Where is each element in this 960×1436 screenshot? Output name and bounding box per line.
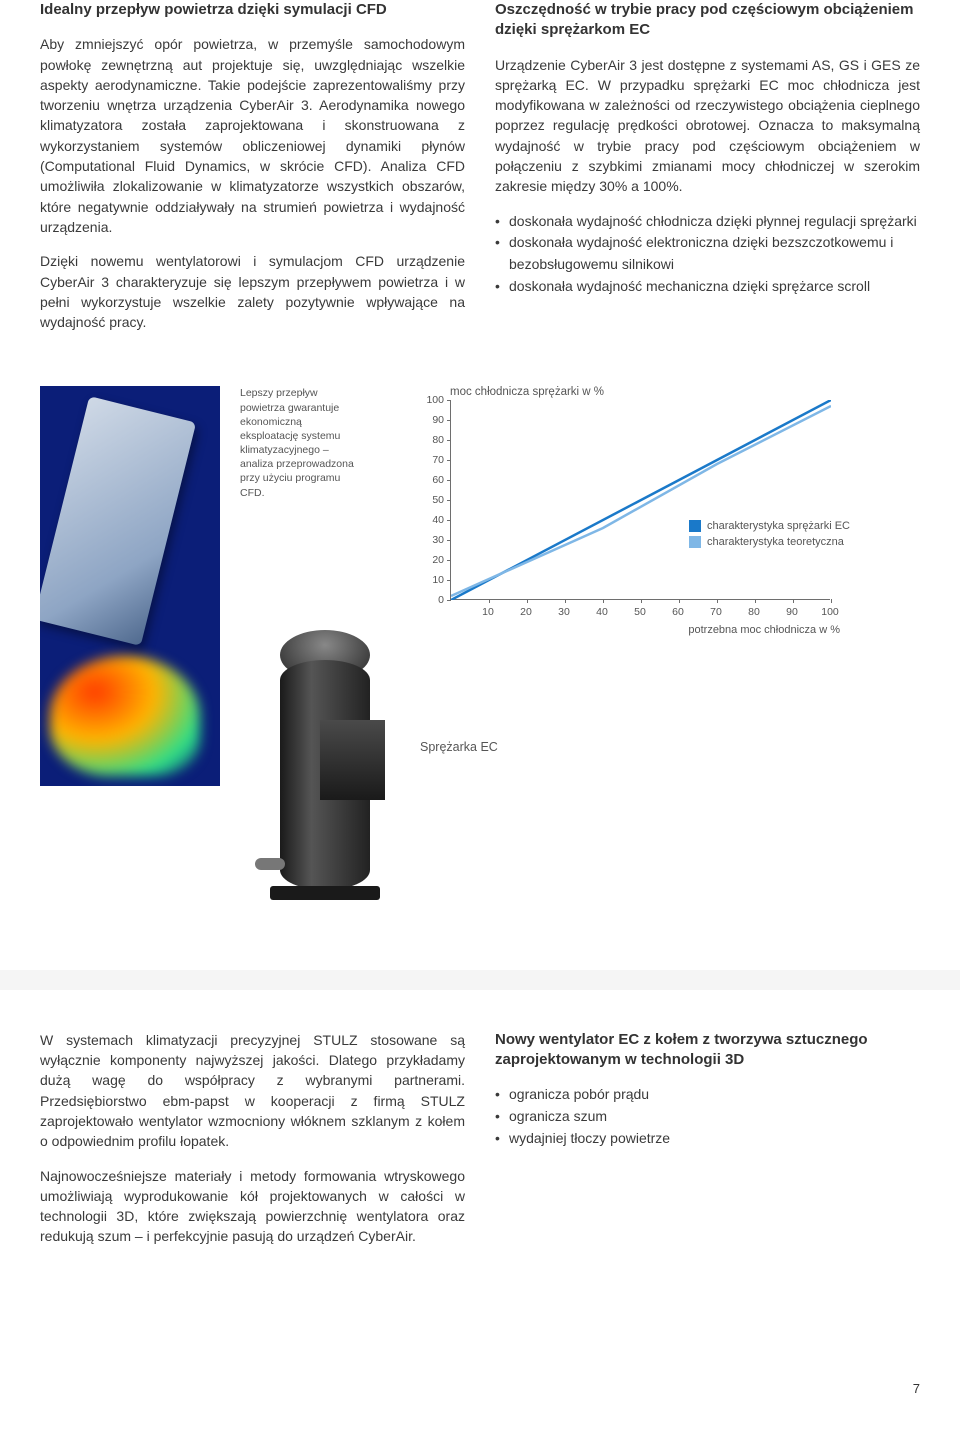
fan-bullet: ogranicza szum <box>495 1106 920 1128</box>
fan-bullet: wydajniej tłoczy powietrze <box>495 1128 920 1150</box>
p-cfd-1: Aby zmniejszyć opór powietrza, w przemyś… <box>40 34 465 237</box>
heading-fan: Nowy wentylator EC z kołem z tworzywa sz… <box>495 1030 920 1071</box>
middle-row: Lepszy przepływ powietrza gwarantuje eko… <box>40 386 920 929</box>
ec-bullet: doskonała wydajność chłodnicza dzięki pł… <box>495 211 920 233</box>
legend-item: charakterystyka sprężarki EC <box>689 520 850 532</box>
chart-x-tick-label: 90 <box>786 606 798 618</box>
chart-x-tick-label: 100 <box>821 606 839 618</box>
chart-x-tick-label: 40 <box>596 606 608 618</box>
chart-x-title: potrzebna moc chłodnicza w % <box>688 624 840 636</box>
chart-y-tick-label: 70 <box>432 454 444 466</box>
heading-ec: Oszczędność w trybie pracy pod częściowy… <box>495 0 920 41</box>
chart-y-tick-label: 50 <box>432 494 444 506</box>
chart-x-tick-label: 10 <box>482 606 494 618</box>
middle-center: Lepszy przepływ powietrza gwarantuje eko… <box>240 386 400 929</box>
ec-bullet: doskonała wydajność mechaniczna dzięki s… <box>495 276 920 298</box>
chart-y-tick-label: 0 <box>438 594 444 606</box>
p-fan-2: Najnowocześniejsze materiały i metody fo… <box>40 1166 465 1247</box>
chart-y-tick-label: 20 <box>432 554 444 566</box>
chart-y-title: moc chłodnicza sprężarki w % <box>450 386 920 398</box>
chart-y-tick-label: 60 <box>432 474 444 486</box>
chart-x-tick-label: 50 <box>634 606 646 618</box>
chart-y-axis: 0102030405060708090100 <box>420 400 448 600</box>
page-number: 7 <box>40 1381 920 1396</box>
legend-label: charakterystyka teoretyczna <box>707 536 844 548</box>
chart-x-tick-label: 20 <box>520 606 532 618</box>
compressor-image <box>240 570 400 930</box>
legend-item: charakterystyka teoretyczna <box>689 536 850 548</box>
p-fan-1: W systemach klimatyzacji precyzyjnej STU… <box>40 1030 465 1152</box>
legend-swatch <box>689 536 701 548</box>
bottom-left-col: W systemach klimatyzacji precyzyjnej STU… <box>40 1030 465 1261</box>
gray-divider-band <box>0 970 960 990</box>
chart-lines <box>451 400 831 600</box>
chart-y-tick-label: 30 <box>432 534 444 546</box>
chart-x-tick-label: 30 <box>558 606 570 618</box>
chart-y-tick-label: 100 <box>426 394 444 406</box>
chart-legend: charakterystyka sprężarki EC charakteryst… <box>689 520 850 552</box>
fan-bullet-list: ogranicza pobór prądu ogranicza szum wyd… <box>495 1084 920 1149</box>
cfd-caption: Lepszy przepływ powietrza gwarantuje eko… <box>240 386 360 499</box>
chart-x-tick-label: 60 <box>672 606 684 618</box>
page: Idealny przepływ powietrza dzięki symula… <box>0 0 960 1436</box>
chart-y-tick-label: 90 <box>432 414 444 426</box>
top-right-col: Oszczędność w trybie pracy pod częściowy… <box>495 0 920 346</box>
compressor-label: Sprężarka EC <box>420 740 920 754</box>
chart-x-axis: 102030405060708090100 <box>450 604 830 620</box>
top-left-col: Idealny przepływ powietrza dzięki symula… <box>40 0 465 346</box>
ec-chart: 0 10 20 30 40 50 60 70 80 90 100 10 20 30 40 50 60 70 80 9… <box>420 400 840 620</box>
chart-y-tick-label: 40 <box>432 514 444 526</box>
top-row: Idealny przepływ powietrza dzięki symula… <box>40 0 920 346</box>
chart-x-tick-label: 80 <box>748 606 760 618</box>
bottom-right-col: Nowy wentylator EC z kołem z tworzywa sz… <box>495 1030 920 1261</box>
fan-bullet: ogranicza pobór prądu <box>495 1084 920 1106</box>
ec-bullet: doskonała wydajność elektroniczna dzięki… <box>495 232 920 275</box>
p-cfd-2: Dzięki nowemu wentylatorowi i symulacjom… <box>40 251 465 332</box>
chart-x-tick-label: 70 <box>710 606 722 618</box>
cfd-simulation-image <box>40 386 220 786</box>
p-ec-1: Urządzenie CyberAir 3 jest dostępne z sy… <box>495 55 920 197</box>
heading-cfd: Idealny przepływ powietrza dzięki symula… <box>40 0 465 20</box>
bottom-row: W systemach klimatyzacji precyzyjnej STU… <box>40 1030 920 1261</box>
legend-label: charakterystyka sprężarki EC <box>707 520 850 532</box>
chart-y-tick-label: 80 <box>432 434 444 446</box>
chart-column: moc chłodnicza sprężarki w % 0 10 20 30 40 50… <box>420 386 920 754</box>
chart-y-tick-label: 10 <box>432 574 444 586</box>
legend-swatch <box>689 520 701 532</box>
ec-bullet-list: doskonała wydajność chłodnicza dzięki pł… <box>495 211 920 298</box>
chart-plot-area <box>450 400 830 600</box>
